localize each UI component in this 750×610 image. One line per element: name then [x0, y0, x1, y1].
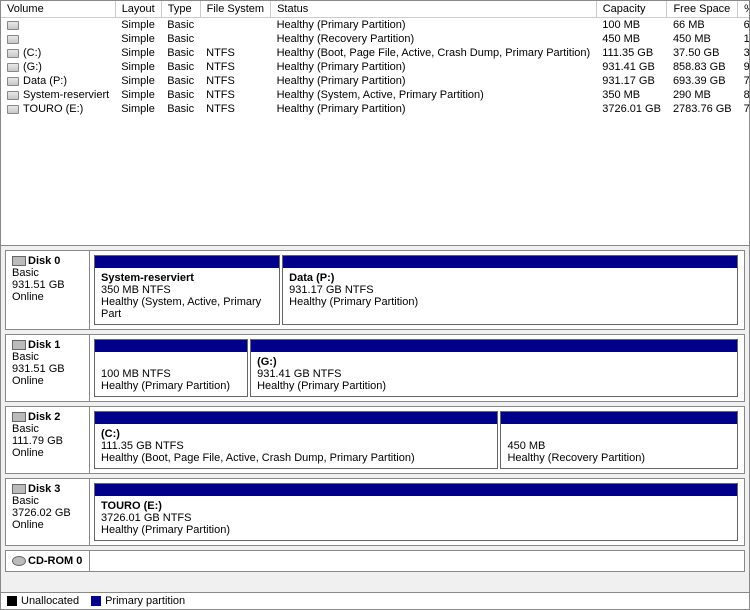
cdrom-icon [12, 556, 26, 566]
disk-label[interactable]: Disk 1Basic931.51 GBOnline [6, 335, 90, 401]
legend-unallocated: Unallocated [7, 595, 79, 607]
column-header[interactable]: Volume [1, 1, 115, 18]
disk-icon [12, 256, 26, 266]
cdrom-row: CD-ROM 0 [5, 550, 745, 572]
partition-info: TOURO (E:)3726.01 GB NTFSHealthy (Primar… [95, 496, 737, 540]
partitions-container: (C:)111.35 GB NTFSHealthy (Boot, Page Fi… [90, 407, 744, 473]
drive-icon [7, 21, 19, 30]
volume-row[interactable]: Data (P:)SimpleBasicNTFSHealthy (Primary… [1, 74, 749, 88]
disk-layout-pane[interactable]: Disk 0Basic931.51 GBOnlineSystem-reservi… [1, 246, 749, 592]
partitions-container: TOURO (E:)3726.01 GB NTFSHealthy (Primar… [90, 479, 744, 545]
disk-row: Disk 1Basic931.51 GBOnline100 MB NTFSHea… [5, 334, 745, 402]
volume-row[interactable]: SimpleBasicHealthy (Recovery Partition)4… [1, 32, 749, 46]
column-header[interactable]: File System [200, 1, 270, 18]
partition[interactable]: (C:)111.35 GB NTFSHealthy (Boot, Page Fi… [94, 411, 498, 469]
disk-label[interactable]: Disk 2Basic111.79 GBOnline [6, 407, 90, 473]
partition-bar [95, 484, 737, 496]
partition[interactable]: 450 MBHealthy (Recovery Partition) [500, 411, 738, 469]
drive-icon [7, 63, 19, 72]
partition-bar [95, 412, 497, 424]
partition-bar [283, 256, 737, 268]
volume-row[interactable]: (G:)SimpleBasicNTFSHealthy (Primary Part… [1, 60, 749, 74]
volume-row[interactable]: (C:)SimpleBasicNTFSHealthy (Boot, Page F… [1, 46, 749, 60]
partition-bar [95, 340, 247, 352]
partition[interactable]: 100 MB NTFSHealthy (Primary Partition) [94, 339, 248, 397]
volume-row[interactable]: System-reserviertSimpleBasicNTFSHealthy … [1, 88, 749, 102]
drive-icon [7, 91, 19, 100]
disk-row: Disk 2Basic111.79 GBOnline(C:)111.35 GB … [5, 406, 745, 474]
partition-bar [501, 412, 737, 424]
volume-list-pane: VolumeLayoutTypeFile SystemStatusCapacit… [1, 1, 749, 246]
drive-icon [7, 105, 19, 114]
disk-label[interactable]: Disk 0Basic931.51 GBOnline [6, 251, 90, 329]
column-header[interactable]: % Free [738, 1, 749, 18]
disk-icon [12, 340, 26, 350]
legend-bar: Unallocated Primary partition [1, 592, 749, 609]
partition-info: (G:)931.41 GB NTFSHealthy (Primary Parti… [251, 352, 737, 396]
column-header[interactable]: Layout [115, 1, 161, 18]
volume-row[interactable]: SimpleBasicHealthy (Primary Partition)10… [1, 18, 749, 33]
column-header[interactable]: Free Space [667, 1, 738, 18]
drive-icon [7, 35, 19, 44]
drive-icon [7, 77, 19, 86]
disk-row: Disk 3Basic3726.02 GBOnlineTOURO (E:)372… [5, 478, 745, 546]
disk-management-window: VolumeLayoutTypeFile SystemStatusCapacit… [0, 0, 750, 610]
disk-label[interactable]: CD-ROM 0 [6, 551, 90, 571]
disk-icon [12, 484, 26, 494]
partition[interactable]: Data (P:)931.17 GB NTFSHealthy (Primary … [282, 255, 738, 325]
column-header[interactable]: Capacity [596, 1, 667, 18]
partition-info: 450 MBHealthy (Recovery Partition) [501, 424, 737, 468]
partition-bar [95, 256, 279, 268]
partition-info: (C:)111.35 GB NTFSHealthy (Boot, Page Fi… [95, 424, 497, 468]
column-header[interactable]: Status [271, 1, 597, 18]
partitions-container: System-reserviert350 MB NTFSHealthy (Sys… [90, 251, 744, 329]
partition-bar [251, 340, 737, 352]
volume-row[interactable]: TOURO (E:)SimpleBasicNTFSHealthy (Primar… [1, 102, 749, 116]
partition-info: Data (P:)931.17 GB NTFSHealthy (Primary … [283, 268, 737, 324]
disk-row: Disk 0Basic931.51 GBOnlineSystem-reservi… [5, 250, 745, 330]
column-header[interactable]: Type [161, 1, 200, 18]
partition[interactable]: TOURO (E:)3726.01 GB NTFSHealthy (Primar… [94, 483, 738, 541]
volume-table: VolumeLayoutTypeFile SystemStatusCapacit… [1, 1, 749, 116]
legend-primary: Primary partition [91, 595, 185, 607]
drive-icon [7, 49, 19, 58]
partition[interactable]: System-reserviert350 MB NTFSHealthy (Sys… [94, 255, 280, 325]
partition-info: System-reserviert350 MB NTFSHealthy (Sys… [95, 268, 279, 324]
partition-info: 100 MB NTFSHealthy (Primary Partition) [95, 352, 247, 396]
partitions-container: 100 MB NTFSHealthy (Primary Partition) (… [90, 335, 744, 401]
disk-icon [12, 412, 26, 422]
disk-label[interactable]: Disk 3Basic3726.02 GBOnline [6, 479, 90, 545]
partition[interactable]: (G:)931.41 GB NTFSHealthy (Primary Parti… [250, 339, 738, 397]
